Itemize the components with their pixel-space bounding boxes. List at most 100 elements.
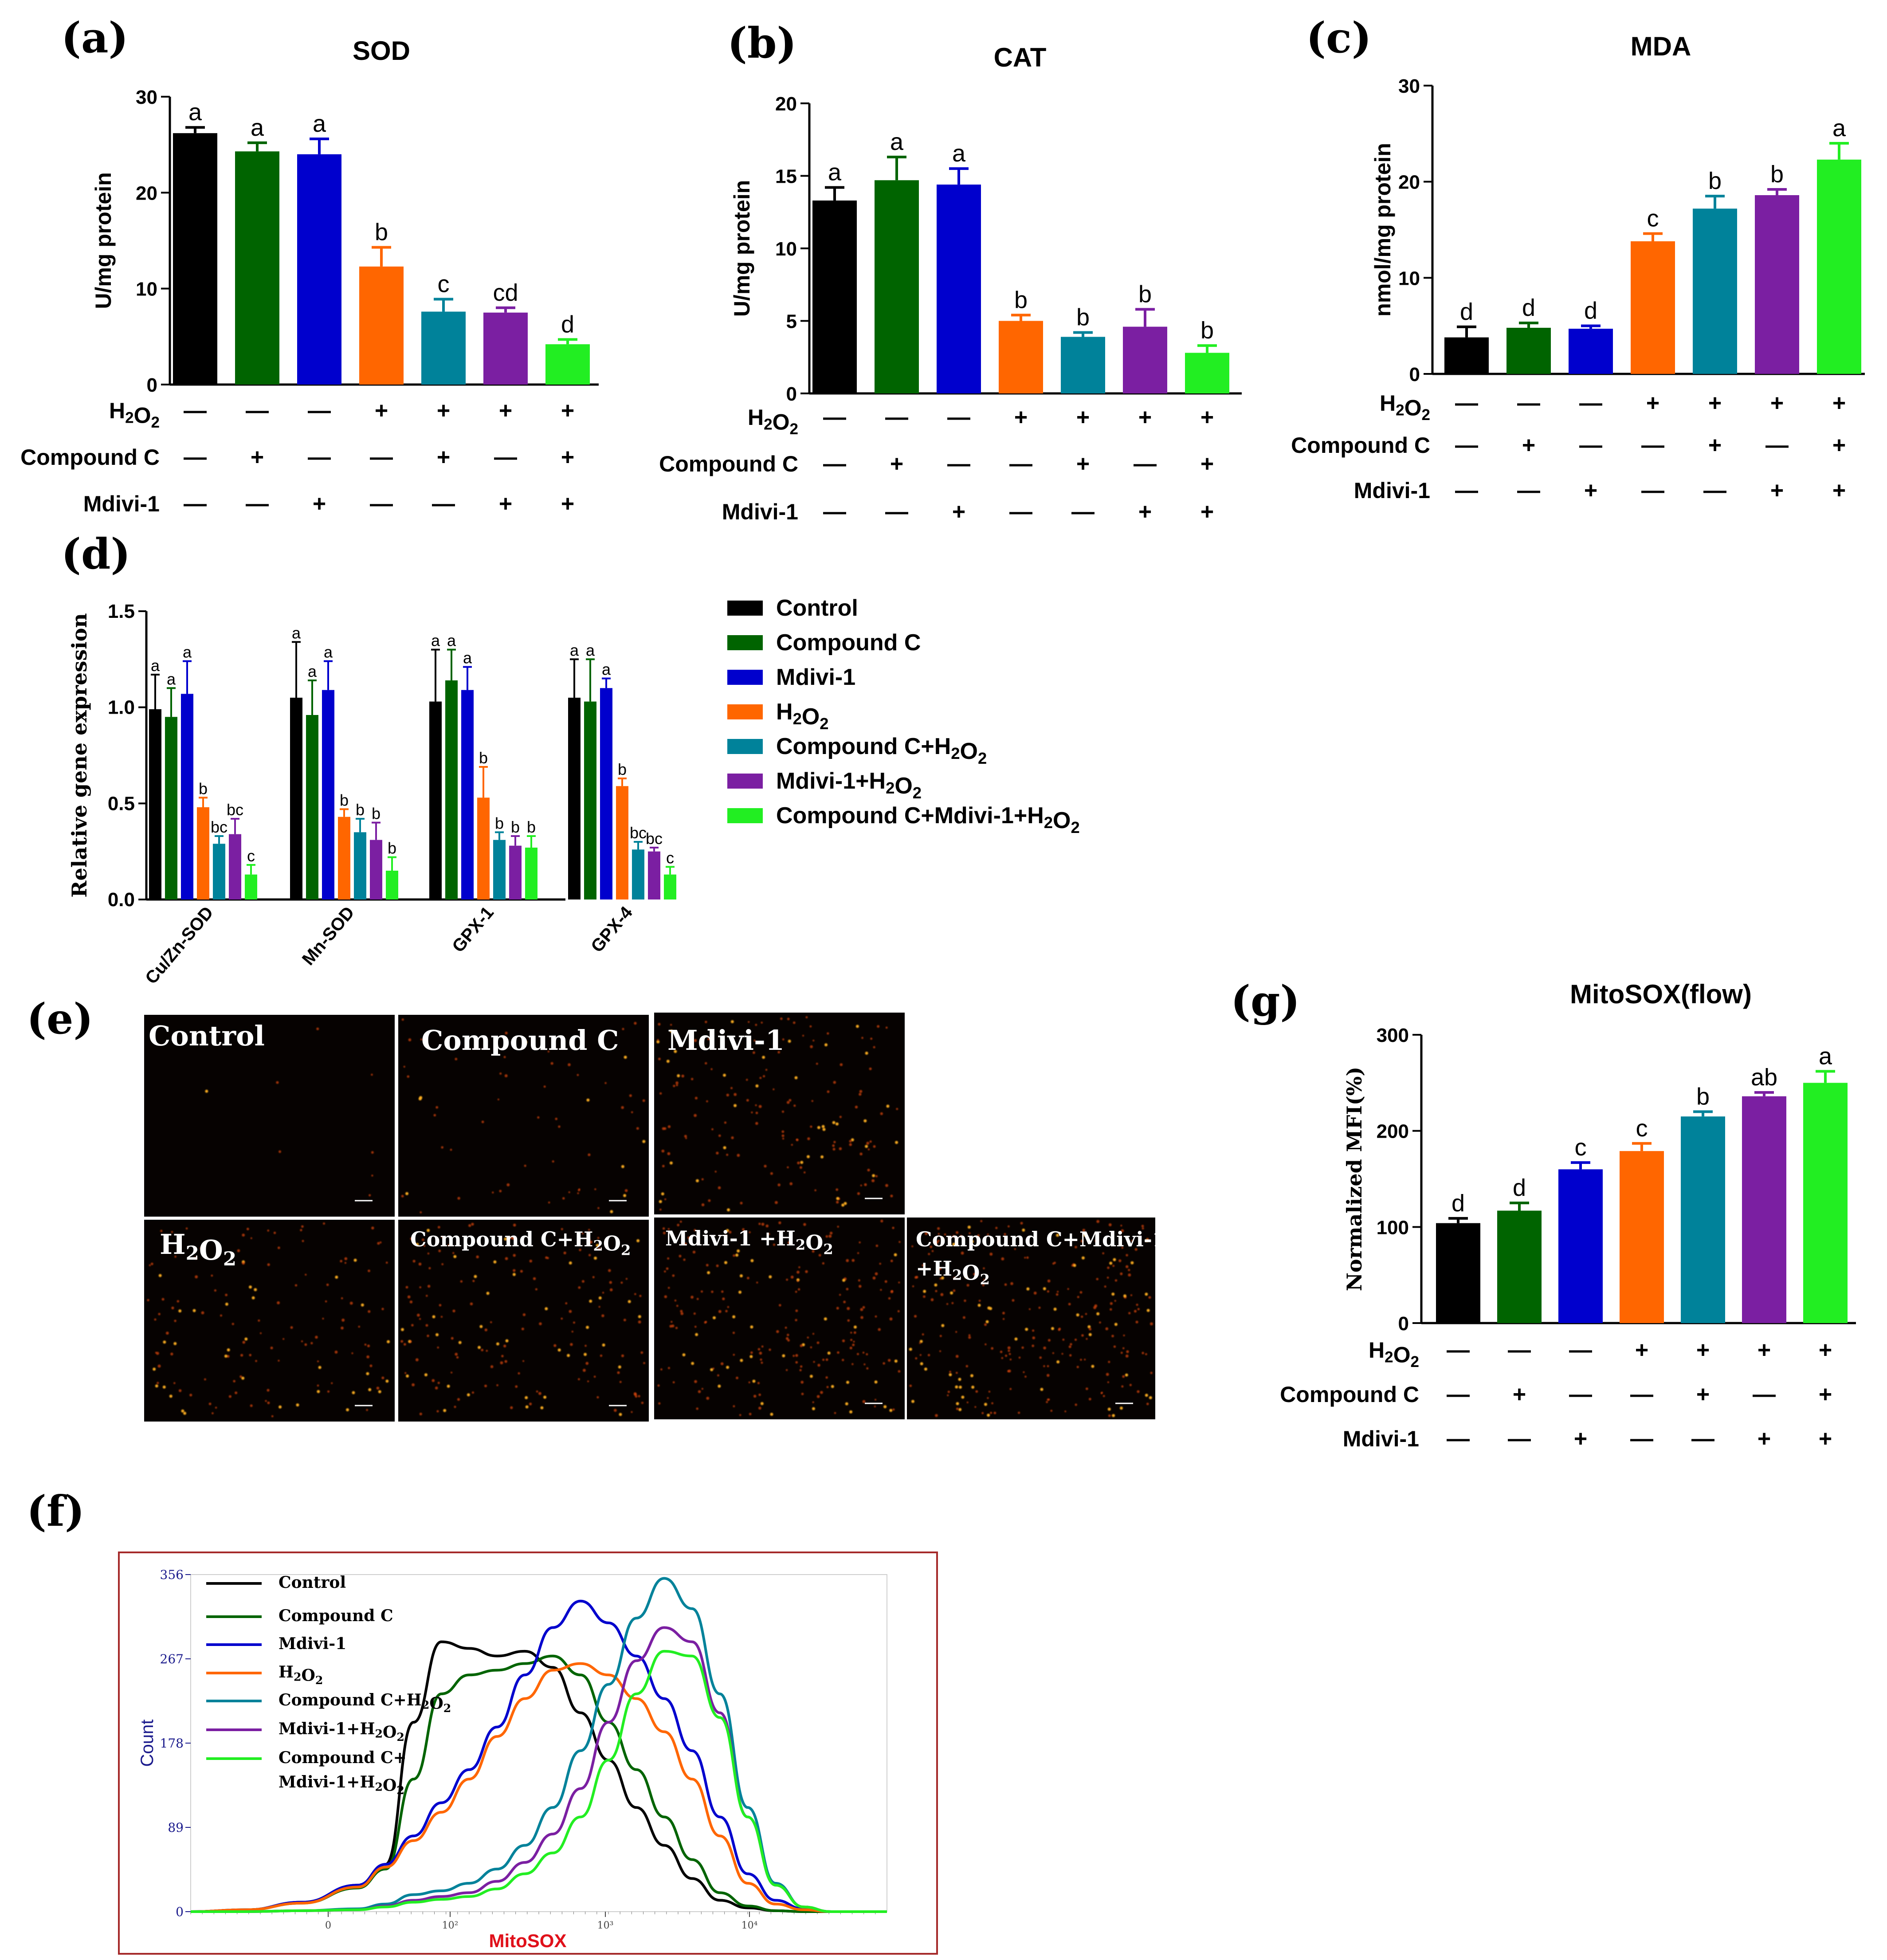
fluorescent-cell — [923, 1295, 926, 1298]
fluorescent-cell — [501, 1355, 504, 1358]
fluorescent-cell — [714, 1171, 717, 1173]
fluorescent-cell — [317, 1390, 320, 1393]
fluorescent-cell — [656, 1040, 660, 1044]
fluorescent-cell — [966, 1284, 969, 1287]
fluorescent-cell — [950, 1291, 953, 1295]
fluorescent-cell — [849, 1139, 852, 1143]
fluorescent-cell — [205, 1089, 208, 1093]
fluorescent-cell — [859, 1152, 863, 1155]
fluorescent-cell — [1068, 1345, 1071, 1348]
y-axis-label: U/mg protein — [91, 172, 116, 309]
fluorescent-cell — [897, 1310, 900, 1312]
bar — [359, 266, 404, 385]
fluorescent-cell — [231, 1323, 234, 1325]
fluorescent-cell — [265, 1400, 267, 1402]
fluorescent-cell — [856, 1353, 859, 1355]
fluorescent-cell — [225, 1302, 228, 1306]
significance-label: a — [167, 670, 176, 688]
treatment-sign: — — [1508, 1426, 1531, 1452]
fluorescent-cell — [371, 1151, 374, 1154]
fluorescent-cell — [935, 1241, 939, 1244]
fluorescent-cell — [412, 1383, 415, 1387]
fluorescent-cell — [525, 1405, 529, 1409]
legend-label: Compound C+H2O2 — [279, 1691, 451, 1715]
fluorescent-cell — [225, 1293, 228, 1296]
fluorescent-cell — [965, 1365, 969, 1367]
fluorescent-cell — [561, 1317, 563, 1320]
fluorescent-cell — [757, 1382, 760, 1384]
fluorescent-cell — [836, 1188, 839, 1191]
bar — [165, 717, 177, 899]
fluorescent-cell — [412, 1260, 416, 1263]
fluorescent-cell — [657, 1039, 659, 1041]
treatment-sign: — — [1641, 478, 1664, 503]
fluorescent-cell — [989, 1307, 993, 1310]
fluorescent-cell — [875, 1244, 879, 1247]
fluorescent-cell — [562, 1197, 565, 1200]
fluorescent-cell — [983, 1267, 985, 1269]
fluorescent-cell — [670, 1029, 673, 1033]
bar — [1436, 1223, 1480, 1323]
fluorescent-cell — [812, 1333, 815, 1335]
legend-label: Compound C+Mdivi-1+H2O2 — [776, 803, 1080, 837]
fluorescent-cell — [633, 1392, 637, 1395]
legend-swatch — [727, 704, 763, 719]
fluorescent-cell — [794, 1076, 798, 1080]
fluorescent-cell — [405, 1286, 408, 1289]
significance-label: c — [666, 848, 674, 867]
fluorescent-cell — [371, 1174, 373, 1177]
fluorescent-cell — [914, 1315, 917, 1318]
fluorescent-cell — [779, 1304, 781, 1307]
fluorescent-cell — [1107, 1381, 1109, 1383]
fluorescent-cell — [1047, 1365, 1049, 1367]
fluorescent-cell — [418, 1262, 422, 1266]
micrograph-tile — [144, 1220, 395, 1422]
fluorescent-cell — [706, 1397, 710, 1400]
fluorescent-cell — [765, 1224, 769, 1228]
legend-label: Compound C+H2O2 — [776, 734, 987, 767]
fluorescent-cell — [368, 1269, 370, 1273]
fluorescent-cell — [952, 1235, 955, 1237]
fluorescent-cell — [155, 1384, 158, 1388]
fluorescent-cell — [796, 1248, 799, 1250]
fluorescent-cell — [934, 1283, 938, 1287]
fluorescent-cell — [981, 1412, 984, 1414]
bar — [306, 715, 318, 899]
fluorescent-cell — [888, 1297, 891, 1300]
bar — [1631, 241, 1675, 374]
treatment-sign: — — [1753, 1382, 1776, 1407]
bar — [1569, 329, 1613, 374]
micrograph-label: +H2O2 — [916, 1257, 990, 1288]
treatment-row-label: Compound C — [1291, 433, 1430, 458]
fluorescent-cell — [369, 1194, 371, 1197]
fluorescent-cell — [1047, 1279, 1051, 1283]
treatment-sign: — — [1569, 1337, 1592, 1363]
fluorescent-cell — [938, 1240, 940, 1242]
fluorescent-cell — [594, 1257, 597, 1260]
fluorescent-cell — [862, 1306, 865, 1309]
fluorescent-cell — [609, 1281, 612, 1284]
fluorescent-cell — [381, 1308, 384, 1310]
fluorescent-cell — [411, 1324, 414, 1327]
fluorescent-cell — [983, 1279, 985, 1281]
fluorescent-cell — [843, 1300, 846, 1304]
fluorescent-cell — [529, 1402, 532, 1406]
fluorescent-cell — [642, 1099, 645, 1102]
fluorescent-cell — [938, 1267, 942, 1270]
bar — [173, 133, 217, 385]
fluorescent-cell — [813, 1361, 815, 1363]
significance-label: b — [388, 839, 396, 857]
fluorescent-cell — [949, 1371, 951, 1373]
fluorescent-cell — [1058, 1328, 1061, 1331]
fluorescent-cell — [204, 1378, 206, 1381]
fluorescent-cell — [1021, 1346, 1024, 1349]
significance-label: a — [447, 632, 456, 650]
fluorescent-cell — [940, 1293, 944, 1296]
fluorescent-cell — [401, 1194, 404, 1198]
fluorescent-cell — [505, 1339, 509, 1343]
fluorescent-cell — [1145, 1394, 1148, 1397]
fluorescent-cell — [1087, 1325, 1091, 1328]
significance-label: bc — [630, 824, 647, 842]
chart-title: MDA — [1631, 31, 1691, 61]
fluorescent-cell — [552, 1160, 554, 1163]
